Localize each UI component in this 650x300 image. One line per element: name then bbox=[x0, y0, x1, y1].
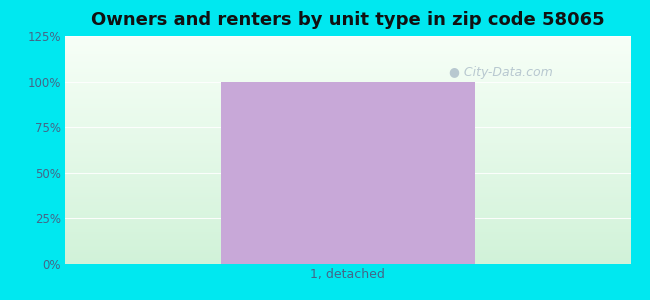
Bar bbox=[220, 82, 475, 264]
Title: Owners and renters by unit type in zip code 58065: Owners and renters by unit type in zip c… bbox=[91, 11, 604, 29]
Text: ● City-Data.com: ● City-Data.com bbox=[448, 66, 552, 79]
